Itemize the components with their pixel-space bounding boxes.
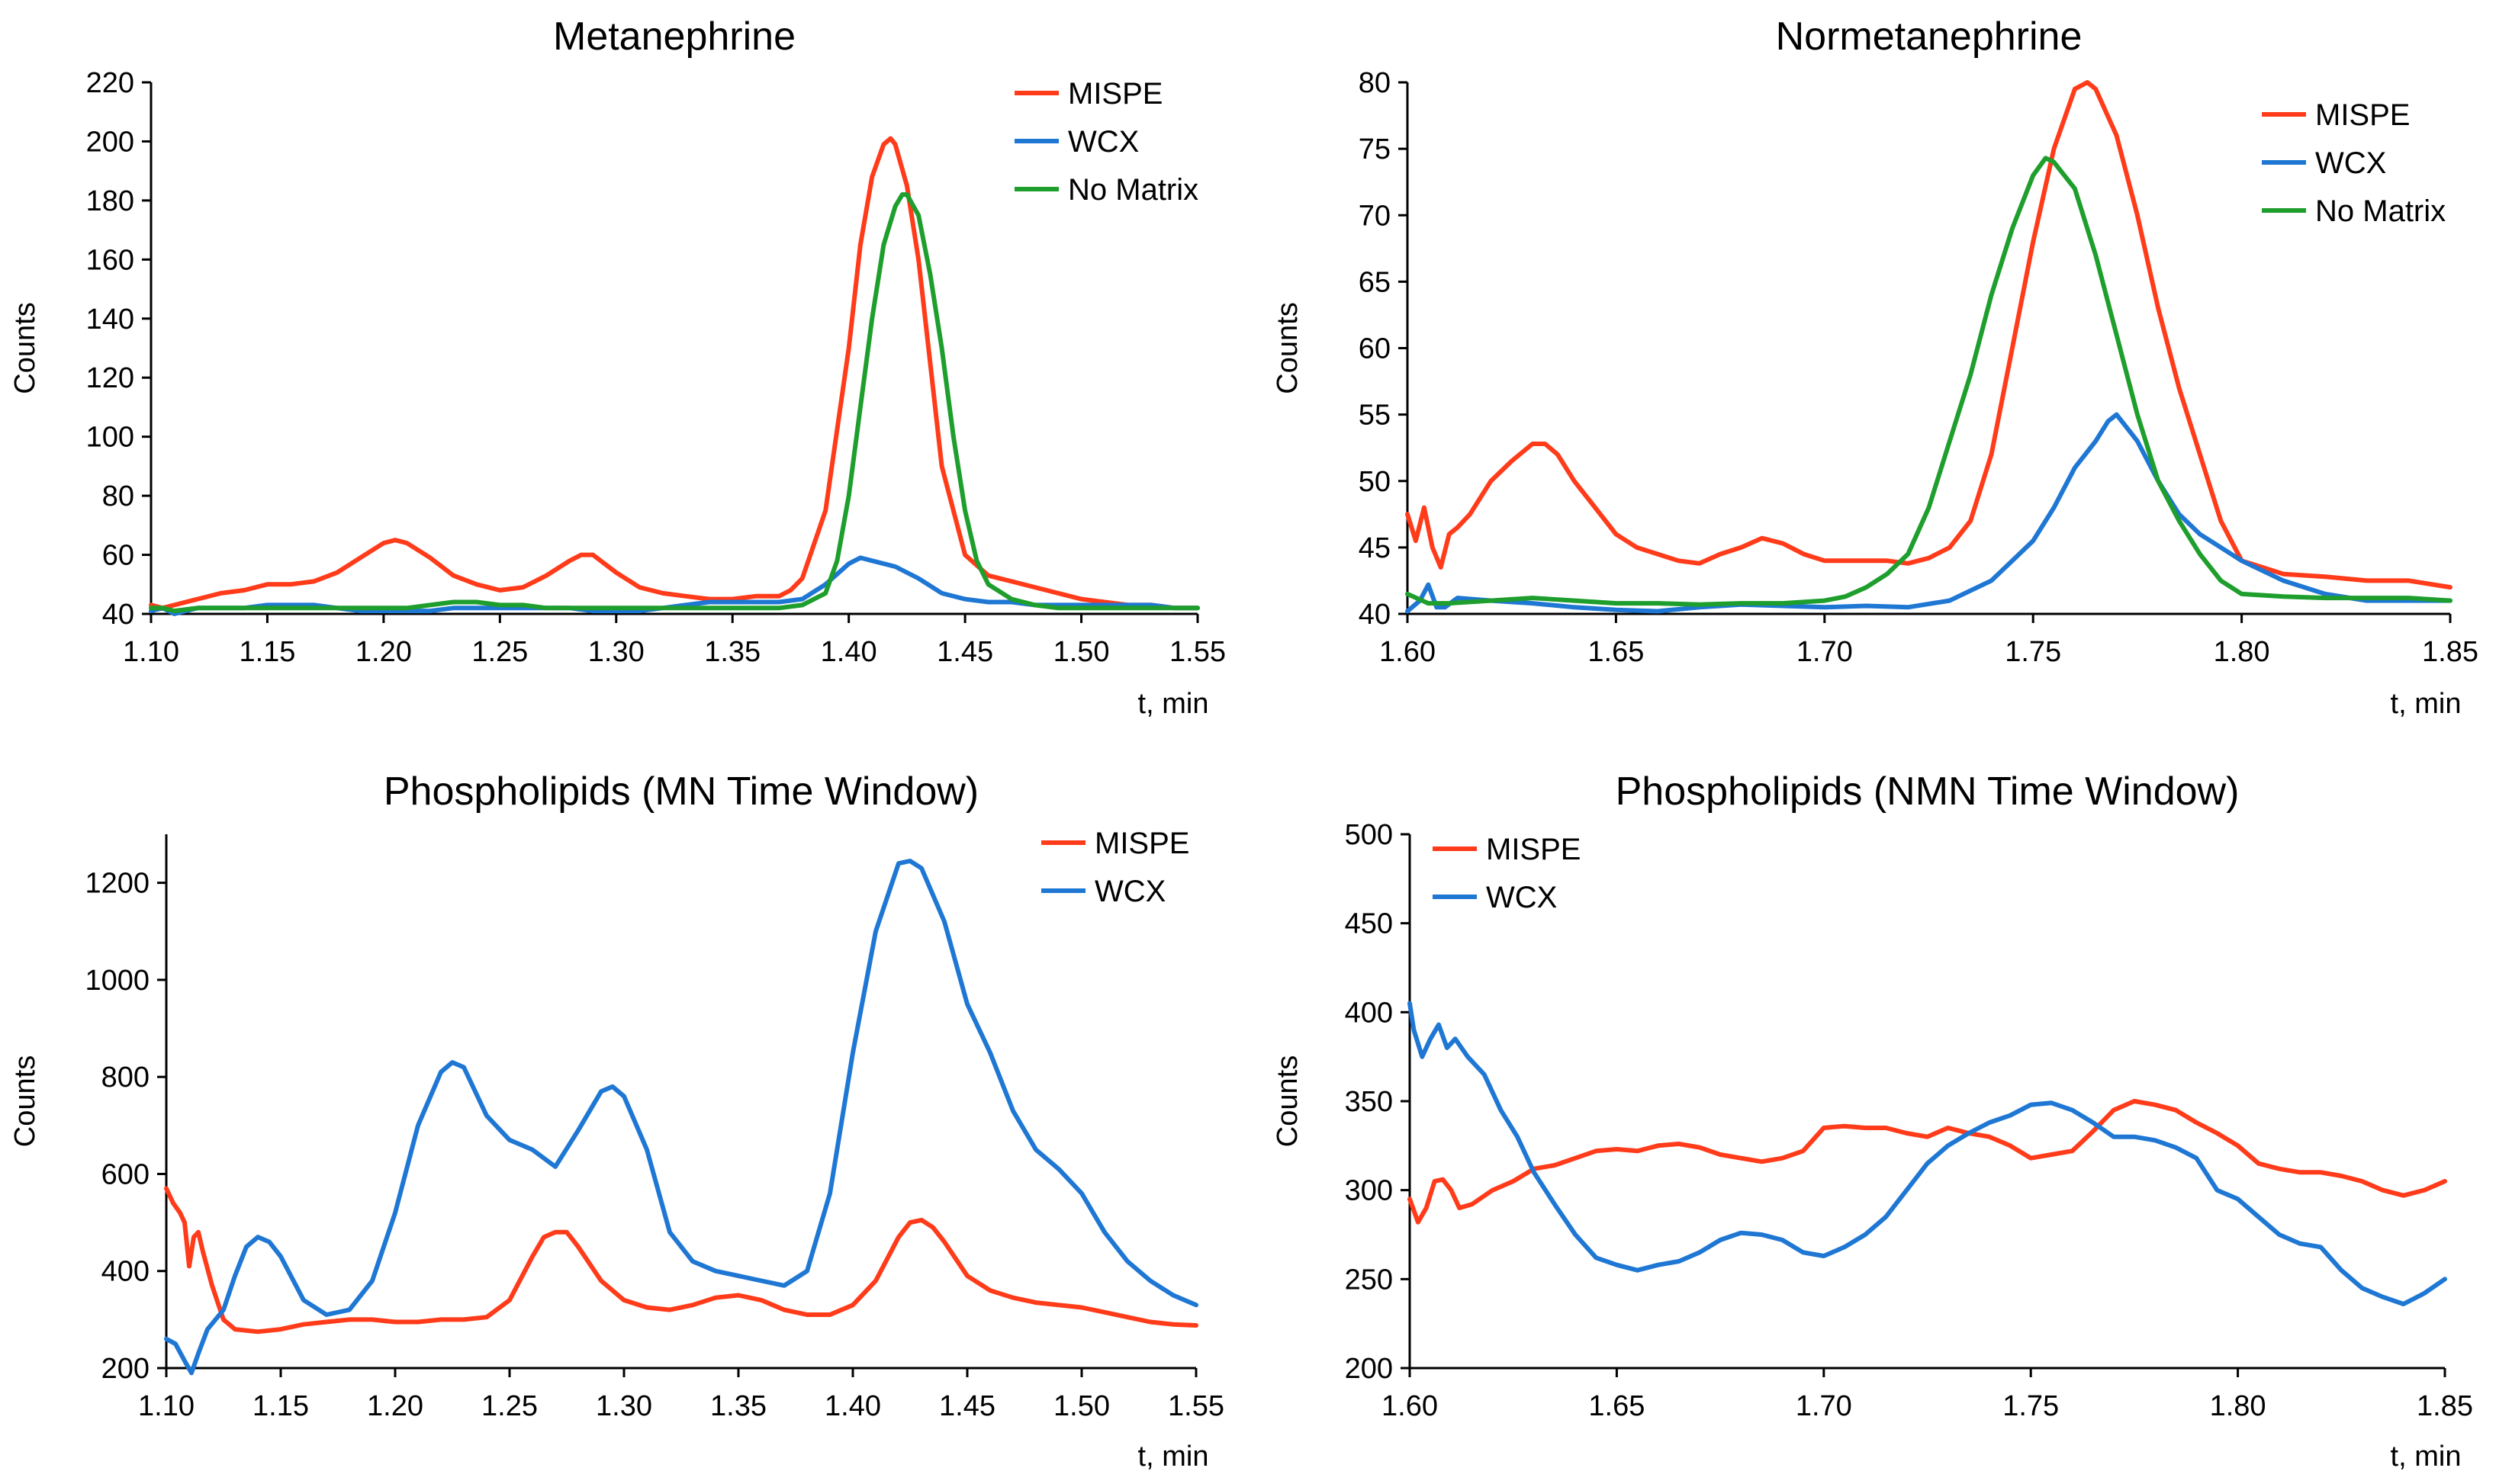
x-axis-title-normetanephrine: t, min [2391,688,2462,720]
x-axis-title-phospholipids-nmn: t, min [2391,1441,2462,1473]
y-tick-label: 1000 [85,965,150,997]
y-tick-label: 350 [1345,1086,1393,1118]
y-tick-label: 200 [101,1353,150,1385]
y-tick-label: 800 [101,1062,150,1094]
x-tick-label: 1.20 [367,1390,423,1422]
x-tick-label: 1.80 [2210,1390,2266,1422]
x-tick-label: 1.15 [252,1390,309,1422]
x-tick-label: 1.70 [1796,636,1853,668]
y-tick-label: 100 [86,422,134,454]
y-tick-label: 450 [1345,908,1393,940]
x-tick-label: 1.40 [821,636,877,668]
y-tick-label: 60 [1359,333,1391,365]
panel-phospholipids-nmn: Phospholipids (NMN Time Window) 200 250 300… [1272,769,2473,1473]
x-tick-label: 1.65 [1587,636,1644,668]
y-tick-label: 200 [86,126,134,158]
y-tick-label: 60 [102,540,134,572]
panel-phospholipids-mn: Phospholipids (MN Time Window) 200 400 600 8… [9,769,1224,1473]
y-tick-label: 600 [101,1158,150,1190]
x-tick-label: 1.30 [596,1390,652,1422]
y-tick-label: 40 [102,599,134,631]
legend-label-mispe: MISPE [1095,827,1189,860]
y-tick-label: 200 [1345,1353,1393,1385]
y-axis-title-phospholipids-mn: Counts [9,1055,41,1147]
x-tick-label: 1.45 [939,1390,995,1422]
y-tick-label: 500 [1345,819,1393,851]
y-tick-label: 1200 [85,868,150,900]
y-tick-label: 220 [86,67,134,99]
y-tick-label: 50 [1359,466,1391,498]
series-line-mispe-phospholipids-mn [164,1186,1198,1335]
panel-normetanephrine: Normetanephrine 40 45 50 55 60 65 70 75 80 1.60 1.6… [1272,14,2478,720]
x-tick-label: 1.80 [2214,636,2270,668]
x-tick-label: 1.50 [1053,636,1110,668]
x-tick-label: 1.85 [2417,1390,2473,1422]
legend-label-wcx: WCX [2315,146,2386,180]
x-tick-label: 1.45 [937,636,993,668]
x-tick-label: 1.30 [588,636,645,668]
y-tick-label: 160 [86,244,134,276]
x-tick-label: 1.20 [355,636,412,668]
y-axis-title-phospholipids-nmn: Counts [1272,1055,1304,1147]
x-tick-label: 1.25 [471,636,528,668]
legend-label-mispe: MISPE [1068,77,1163,111]
y-tick-label: 80 [1359,67,1391,99]
legend-label-no-matrix: No Matrix [1068,173,1198,207]
series-line-mispe-normetanephrine [1405,80,2452,590]
series-line-no-matrix-metanephrine [149,192,1200,614]
x-tick-label: 1.35 [704,636,761,668]
legend-label-wcx: WCX [1068,125,1139,159]
series-line-mispe-metanephrine [149,136,1200,611]
y-axis-title-normetanephrine: Counts [1272,302,1304,393]
x-tick-label: 1.50 [1053,1390,1110,1422]
legend-label-wcx: WCX [1486,881,1557,914]
y-axis-title-metanephrine: Counts [9,302,41,393]
x-tick-label: 1.55 [1169,636,1226,668]
x-tick-label: 1.25 [481,1390,538,1422]
y-tick-label: 400 [1345,997,1393,1029]
y-tick-label: 300 [1345,1175,1393,1207]
y-tick-label: 250 [1345,1264,1393,1296]
legend-label-mispe: MISPE [1486,833,1581,866]
x-tick-label: 1.65 [1588,1390,1645,1422]
chart-title-normetanephrine: Normetanephrine [1776,14,2083,59]
y-tick-label: 70 [1359,200,1391,232]
x-tick-label: 1.75 [2002,1390,2059,1422]
x-tick-label: 1.60 [1381,1390,1438,1422]
legend-label-wcx: WCX [1095,875,1166,908]
x-tick-label: 1.35 [710,1390,767,1422]
y-tick-label: 45 [1359,532,1391,564]
x-tick-label: 1.85 [2422,636,2478,668]
y-tick-label: 55 [1359,400,1391,432]
series-line-mispe-phospholipids-nmn [1407,1099,2447,1225]
legend-label-mispe: MISPE [2315,98,2410,132]
y-tick-label: 400 [101,1256,150,1288]
x-tick-label: 1.10 [138,1390,195,1422]
x-tick-label: 1.75 [2005,636,2061,668]
chart-title-phospholipids-nmn: Phospholipids (NMN Time Window) [1616,769,2240,814]
series-line-wcx-phospholipids-mn [164,859,1198,1376]
series-line-no-matrix-normetanephrine [1405,156,2452,607]
chart-title-phospholipids-mn: Phospholipids (MN Time Window) [384,769,979,814]
x-tick-label: 1.55 [1168,1390,1224,1422]
x-tick-label: 1.15 [239,636,295,668]
series-line-wcx-phospholipids-nmn [1407,1001,2447,1306]
y-tick-label: 140 [86,304,134,336]
x-axis-title-metanephrine: t, min [1138,688,1209,720]
y-tick-label: 65 [1359,266,1391,298]
panel-metanephrine: Metanephrine 40 60 80 100 120 140 160 180 200 220 1… [9,14,1226,720]
y-tick-label: 40 [1359,599,1391,631]
y-tick-label: 120 [86,362,134,394]
x-tick-label: 1.70 [1796,1390,1852,1422]
y-tick-label: 80 [102,480,134,512]
x-axis-title-phospholipids-mn: t, min [1138,1441,1209,1473]
y-tick-label: 180 [86,185,134,217]
chart-title-metanephrine: Metanephrine [553,14,796,59]
x-tick-label: 1.40 [825,1390,881,1422]
y-tick-label: 75 [1359,133,1391,165]
legend-label-no-matrix: No Matrix [2315,194,2446,228]
x-tick-label: 1.60 [1379,636,1436,668]
x-tick-label: 1.10 [123,636,179,668]
